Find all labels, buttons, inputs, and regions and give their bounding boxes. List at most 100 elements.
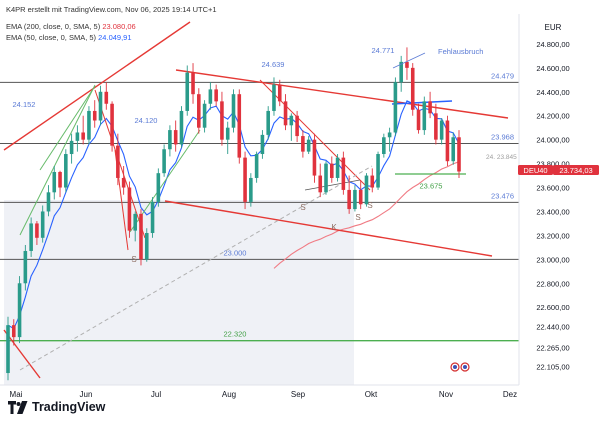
candle[interactable] xyxy=(254,151,259,183)
candle[interactable] xyxy=(347,175,351,214)
candle[interactable] xyxy=(92,100,97,128)
candle[interactable] xyxy=(434,103,438,145)
candle[interactable] xyxy=(393,77,398,137)
candle[interactable] xyxy=(405,47,409,80)
candle[interactable] xyxy=(11,319,16,346)
candle[interactable] xyxy=(6,316,10,381)
candle[interactable] xyxy=(81,115,85,145)
candle[interactable] xyxy=(428,91,432,119)
candle[interactable] xyxy=(410,63,415,116)
candle-body xyxy=(393,82,398,133)
candle[interactable] xyxy=(156,168,161,207)
y-axis-ticks: 24.800,00 24.600,00 24.400,00 24.200,00 24.0… xyxy=(536,40,569,372)
candle[interactable] xyxy=(382,133,386,158)
candle[interactable] xyxy=(121,165,126,195)
x-axis-ticks[interactable]: Mai Jun Jul Aug Sep Okt Nov Dez xyxy=(10,390,518,399)
candle[interactable] xyxy=(58,170,62,198)
candle[interactable] xyxy=(52,165,57,200)
horizontal-level-label: 23.968 xyxy=(491,132,514,141)
candle[interactable] xyxy=(127,181,132,238)
candle[interactable] xyxy=(87,106,91,145)
candle-body xyxy=(29,223,33,251)
candle[interactable] xyxy=(335,154,340,182)
candle[interactable] xyxy=(295,110,299,143)
candle[interactable] xyxy=(214,84,218,107)
event-markers[interactable] xyxy=(450,362,470,372)
candle[interactable] xyxy=(17,276,22,344)
candle[interactable] xyxy=(64,149,68,193)
candle[interactable] xyxy=(168,125,172,157)
candle[interactable] xyxy=(144,228,149,262)
candle[interactable] xyxy=(173,120,178,152)
candle-body xyxy=(40,211,45,238)
candle[interactable] xyxy=(330,156,334,183)
candle[interactable] xyxy=(220,91,224,146)
candlestick-series[interactable] xyxy=(6,47,461,381)
candle[interactable] xyxy=(445,115,450,166)
candle[interactable] xyxy=(202,100,207,133)
candle-body xyxy=(295,115,299,137)
candle[interactable] xyxy=(191,63,195,104)
candle[interactable] xyxy=(289,113,294,141)
candle[interactable] xyxy=(208,82,213,110)
candle-body xyxy=(121,177,126,188)
candle[interactable] xyxy=(439,118,444,145)
candle[interactable] xyxy=(422,96,427,135)
candle[interactable] xyxy=(35,221,39,245)
candle[interactable] xyxy=(312,133,317,183)
candle[interactable] xyxy=(272,77,276,116)
candle[interactable] xyxy=(98,85,103,126)
candle[interactable] xyxy=(306,136,311,155)
candle[interactable] xyxy=(46,185,51,217)
candle[interactable] xyxy=(162,144,166,177)
candle[interactable] xyxy=(301,130,305,158)
candle[interactable] xyxy=(457,130,461,178)
candle[interactable] xyxy=(40,205,45,243)
candle[interactable] xyxy=(237,89,242,164)
candle[interactable] xyxy=(376,151,380,190)
candle[interactable] xyxy=(23,244,28,291)
candle[interactable] xyxy=(370,168,375,193)
ema50-legend[interactable]: EMA (50, close, 0, SMA, 5) 24.049,91 xyxy=(6,33,132,42)
candle[interactable] xyxy=(185,65,190,116)
y-tick-label: 23.800,00 xyxy=(536,160,569,169)
candle[interactable] xyxy=(243,151,247,210)
candle[interactable] xyxy=(197,88,201,134)
candle[interactable] xyxy=(353,185,357,212)
candle[interactable] xyxy=(133,211,137,242)
candle[interactable] xyxy=(283,94,288,131)
candle[interactable] xyxy=(416,103,421,134)
candle[interactable] xyxy=(231,89,236,133)
candle[interactable] xyxy=(179,106,184,149)
tradingview-brand[interactable]: TradingView xyxy=(8,400,105,414)
ema200-legend[interactable]: EMA (200, close, 0, SMA, 5) 23.080,06 xyxy=(6,22,136,31)
candle[interactable] xyxy=(29,217,33,257)
candle[interactable] xyxy=(249,173,253,207)
annotation-pointer-line xyxy=(392,52,426,69)
candle[interactable] xyxy=(260,130,265,159)
candle[interactable] xyxy=(341,151,346,195)
candle[interactable] xyxy=(110,101,114,152)
candle[interactable] xyxy=(399,55,403,92)
candle[interactable] xyxy=(277,79,282,107)
candle[interactable] xyxy=(387,127,392,152)
candle[interactable] xyxy=(69,133,74,164)
candle[interactable] xyxy=(266,106,270,140)
symbol-badge-text: DEU40 xyxy=(523,166,547,175)
candle[interactable] xyxy=(225,121,230,155)
trendline-green-channel-upper xyxy=(39,85,96,171)
candle-body xyxy=(335,157,340,178)
ema200-line[interactable] xyxy=(273,161,460,269)
candle[interactable] xyxy=(139,209,143,266)
candle[interactable] xyxy=(364,173,369,207)
candle[interactable] xyxy=(150,197,155,238)
candle[interactable] xyxy=(75,125,80,152)
candle[interactable] xyxy=(318,163,323,198)
candle[interactable] xyxy=(324,161,328,195)
candle[interactable] xyxy=(116,133,120,186)
candle[interactable] xyxy=(451,132,456,165)
candle[interactable] xyxy=(104,82,109,110)
candle[interactable] xyxy=(358,180,363,210)
horizontal-level-label: 22.320 xyxy=(224,330,247,339)
